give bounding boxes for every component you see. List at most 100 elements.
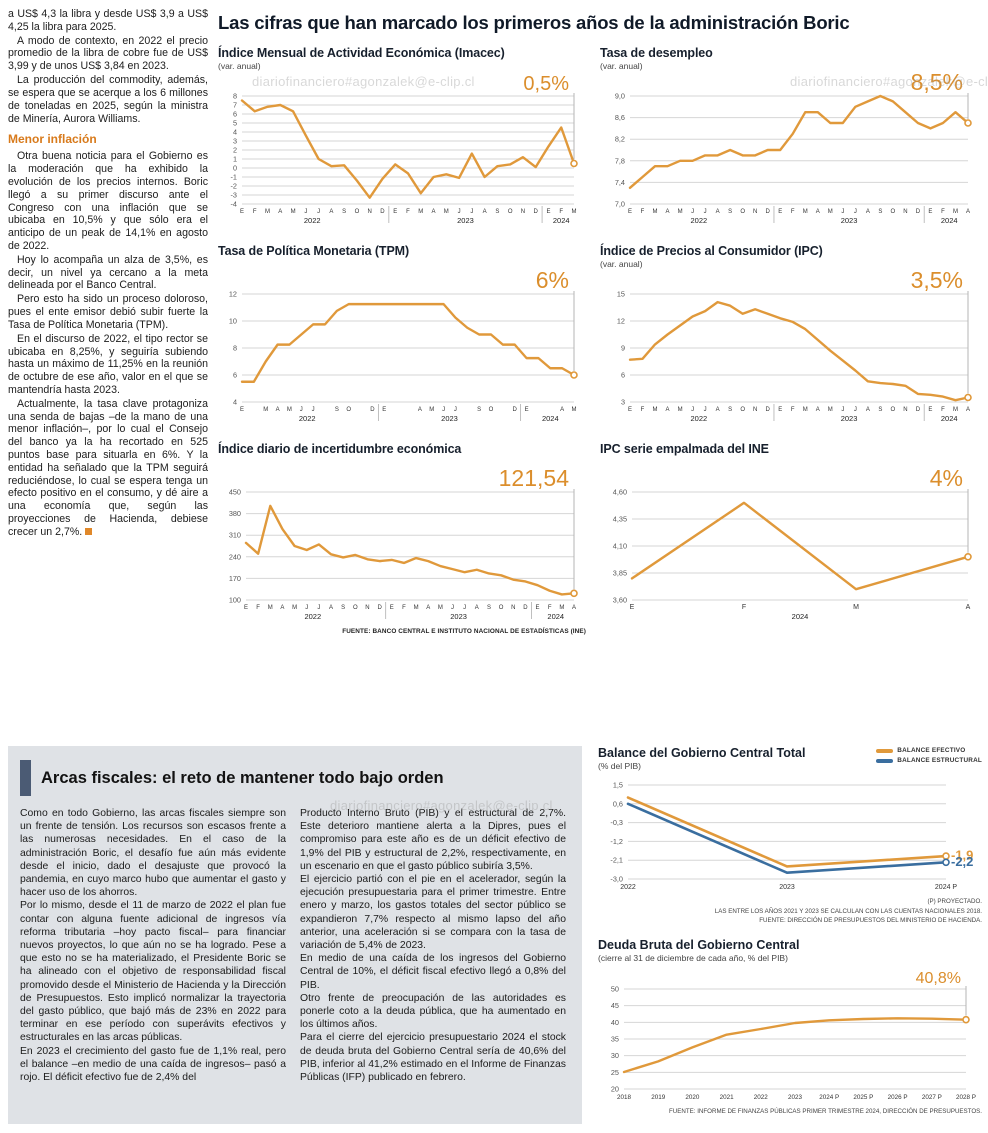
- svg-text:S: S: [878, 407, 882, 413]
- svg-text:2022: 2022: [304, 612, 321, 621]
- chart-note: (P) PROYECTADO.: [927, 898, 982, 905]
- svg-text:A: A: [866, 209, 870, 215]
- svg-text:E: E: [630, 604, 635, 611]
- svg-text:E: E: [536, 605, 540, 611]
- left-article-column: a US$ 4,3 la libra y desde US$ 3,9 a US$…: [8, 8, 208, 540]
- svg-text:3: 3: [233, 137, 237, 146]
- svg-text:2022: 2022: [691, 414, 708, 423]
- svg-text:O: O: [740, 407, 745, 413]
- svg-text:F: F: [253, 209, 257, 215]
- svg-text:J: J: [841, 209, 844, 215]
- svg-text:2022: 2022: [754, 1094, 769, 1101]
- svg-text:E: E: [393, 209, 397, 215]
- legend-label: BALANCE EFECTIVO: [897, 747, 966, 754]
- svg-text:J: J: [305, 605, 308, 611]
- svg-text:-3: -3: [231, 191, 238, 200]
- svg-text:6: 6: [233, 371, 237, 380]
- svg-text:A: A: [426, 605, 430, 611]
- svg-text:-2,1: -2,1: [610, 856, 623, 865]
- svg-text:J: J: [691, 209, 694, 215]
- svg-text:A: A: [572, 605, 576, 611]
- incertidumbre-chart: 450 380 310 240 170 100 E F M A M J J A S O N D E F M A M J J A S O…: [218, 465, 586, 626]
- svg-text:S: S: [342, 209, 346, 215]
- chart-grid: Índice Mensual de Actividad Económica (I…: [218, 46, 982, 635]
- svg-text:3,60: 3,60: [613, 596, 627, 605]
- svg-text:2019: 2019: [651, 1094, 666, 1101]
- svg-text:2022: 2022: [691, 216, 708, 225]
- svg-text:1,5: 1,5: [613, 781, 623, 790]
- svg-text:E: E: [628, 209, 632, 215]
- article-end-marker: [85, 527, 93, 535]
- svg-text:S: S: [728, 407, 732, 413]
- deuda-chart: 50 45 40 35 30 25 20 2018 2019 2020 2021 2022 2023 20…: [598, 965, 982, 1105]
- svg-text:E: E: [525, 407, 529, 413]
- svg-text:2023: 2023: [841, 216, 858, 225]
- svg-text:8: 8: [233, 344, 237, 353]
- article-paragraph: En el discurso de 2022, el tipo rector s…: [8, 332, 208, 396]
- section-heading-menor-inflacion: Menor inflación: [8, 132, 97, 147]
- svg-text:O: O: [353, 605, 358, 611]
- svg-text:O: O: [891, 209, 896, 215]
- svg-text:4%: 4%: [930, 468, 963, 491]
- desempleo-chart: 9,0 8,6 8,2 7,8 7,4 7,0 E F M A M J J A S O N D E F M A M J J A S O…: [600, 69, 982, 230]
- article-paragraph: Como en todo Gobierno, las arcas fiscale…: [20, 808, 286, 899]
- svg-text:2023: 2023: [457, 216, 474, 225]
- svg-text:2023: 2023: [441, 414, 458, 423]
- svg-text:S: S: [487, 605, 491, 611]
- svg-text:J: J: [841, 407, 844, 413]
- svg-text:0,5%: 0,5%: [523, 73, 569, 95]
- svg-text:6%: 6%: [536, 270, 569, 293]
- svg-text:3,5%: 3,5%: [911, 270, 963, 293]
- svg-text:M: M: [292, 605, 297, 611]
- fiscal-article-title: Arcas fiscales: el reto de mantener todo…: [41, 768, 444, 787]
- chart-note: LAS ENTRE LOS AÑOS 2021 Y 2023 SE CALCUL…: [714, 907, 982, 915]
- svg-text:A: A: [329, 209, 333, 215]
- svg-text:F: F: [791, 407, 795, 413]
- fiscal-article-box: Arcas fiscales: el reto de mantener todo…: [8, 746, 582, 1124]
- page-title: Las cifras que han marcado los primeros …: [218, 12, 850, 33]
- svg-text:2018: 2018: [617, 1094, 632, 1101]
- svg-text:M: M: [263, 407, 268, 413]
- svg-text:F: F: [742, 604, 746, 611]
- svg-text:A: A: [483, 209, 487, 215]
- svg-text:O: O: [346, 407, 351, 413]
- svg-text:2024 P: 2024 P: [819, 1094, 839, 1101]
- svg-text:0: 0: [233, 164, 237, 173]
- svg-text:M: M: [678, 209, 683, 215]
- svg-text:A: A: [866, 407, 870, 413]
- svg-text:J: J: [704, 209, 707, 215]
- svg-text:M: M: [953, 209, 958, 215]
- svg-text:2028 P: 2028 P: [956, 1094, 976, 1101]
- svg-text:4: 4: [233, 398, 237, 407]
- article-paragraph: Otra buena noticia para el Gobierno es l…: [8, 150, 208, 252]
- fiscal-article-titlebar: Arcas fiscales: el reto de mantener todo…: [20, 760, 566, 796]
- svg-text:A: A: [816, 209, 820, 215]
- svg-text:8,5%: 8,5%: [911, 72, 963, 95]
- svg-text:F: F: [941, 407, 945, 413]
- imacec-chart: 8 7 6 5 4 3 2 1 0 -1 -2 -3 -4 E F M A M J J A S O N D E F M A M J J A S O N…: [218, 72, 586, 230]
- charts-section: Las cifras que han marcado los primeros …: [218, 12, 982, 635]
- fiscal-charts: Balance del Gobierno Central Total (% de…: [598, 746, 982, 1116]
- svg-text:F: F: [941, 209, 945, 215]
- svg-text:15: 15: [617, 290, 625, 299]
- svg-text:D: D: [370, 407, 375, 413]
- svg-text:D: D: [513, 407, 518, 413]
- svg-text:380: 380: [229, 509, 241, 518]
- svg-text:E: E: [382, 407, 386, 413]
- svg-text:2024: 2024: [941, 414, 958, 423]
- svg-text:J: J: [304, 209, 307, 215]
- legend-swatch-orange: [876, 748, 894, 753]
- fiscal-article-col2: Producto Interno Bruto (PIB) y el estruc…: [300, 807, 566, 1084]
- svg-text:O: O: [740, 209, 745, 215]
- svg-text:450: 450: [229, 488, 241, 497]
- svg-text:2020: 2020: [685, 1094, 700, 1101]
- balance-chart-card: Balance del Gobierno Central Total (% de…: [598, 746, 982, 926]
- svg-text:M: M: [653, 407, 658, 413]
- svg-text:7,4: 7,4: [615, 178, 625, 187]
- svg-text:310: 310: [229, 531, 241, 540]
- svg-text:-1,9: -1,9: [951, 848, 973, 863]
- svg-text:2024: 2024: [553, 216, 570, 225]
- chart-title: Balance del Gobierno Central Total: [598, 746, 806, 760]
- svg-text:9: 9: [621, 344, 625, 353]
